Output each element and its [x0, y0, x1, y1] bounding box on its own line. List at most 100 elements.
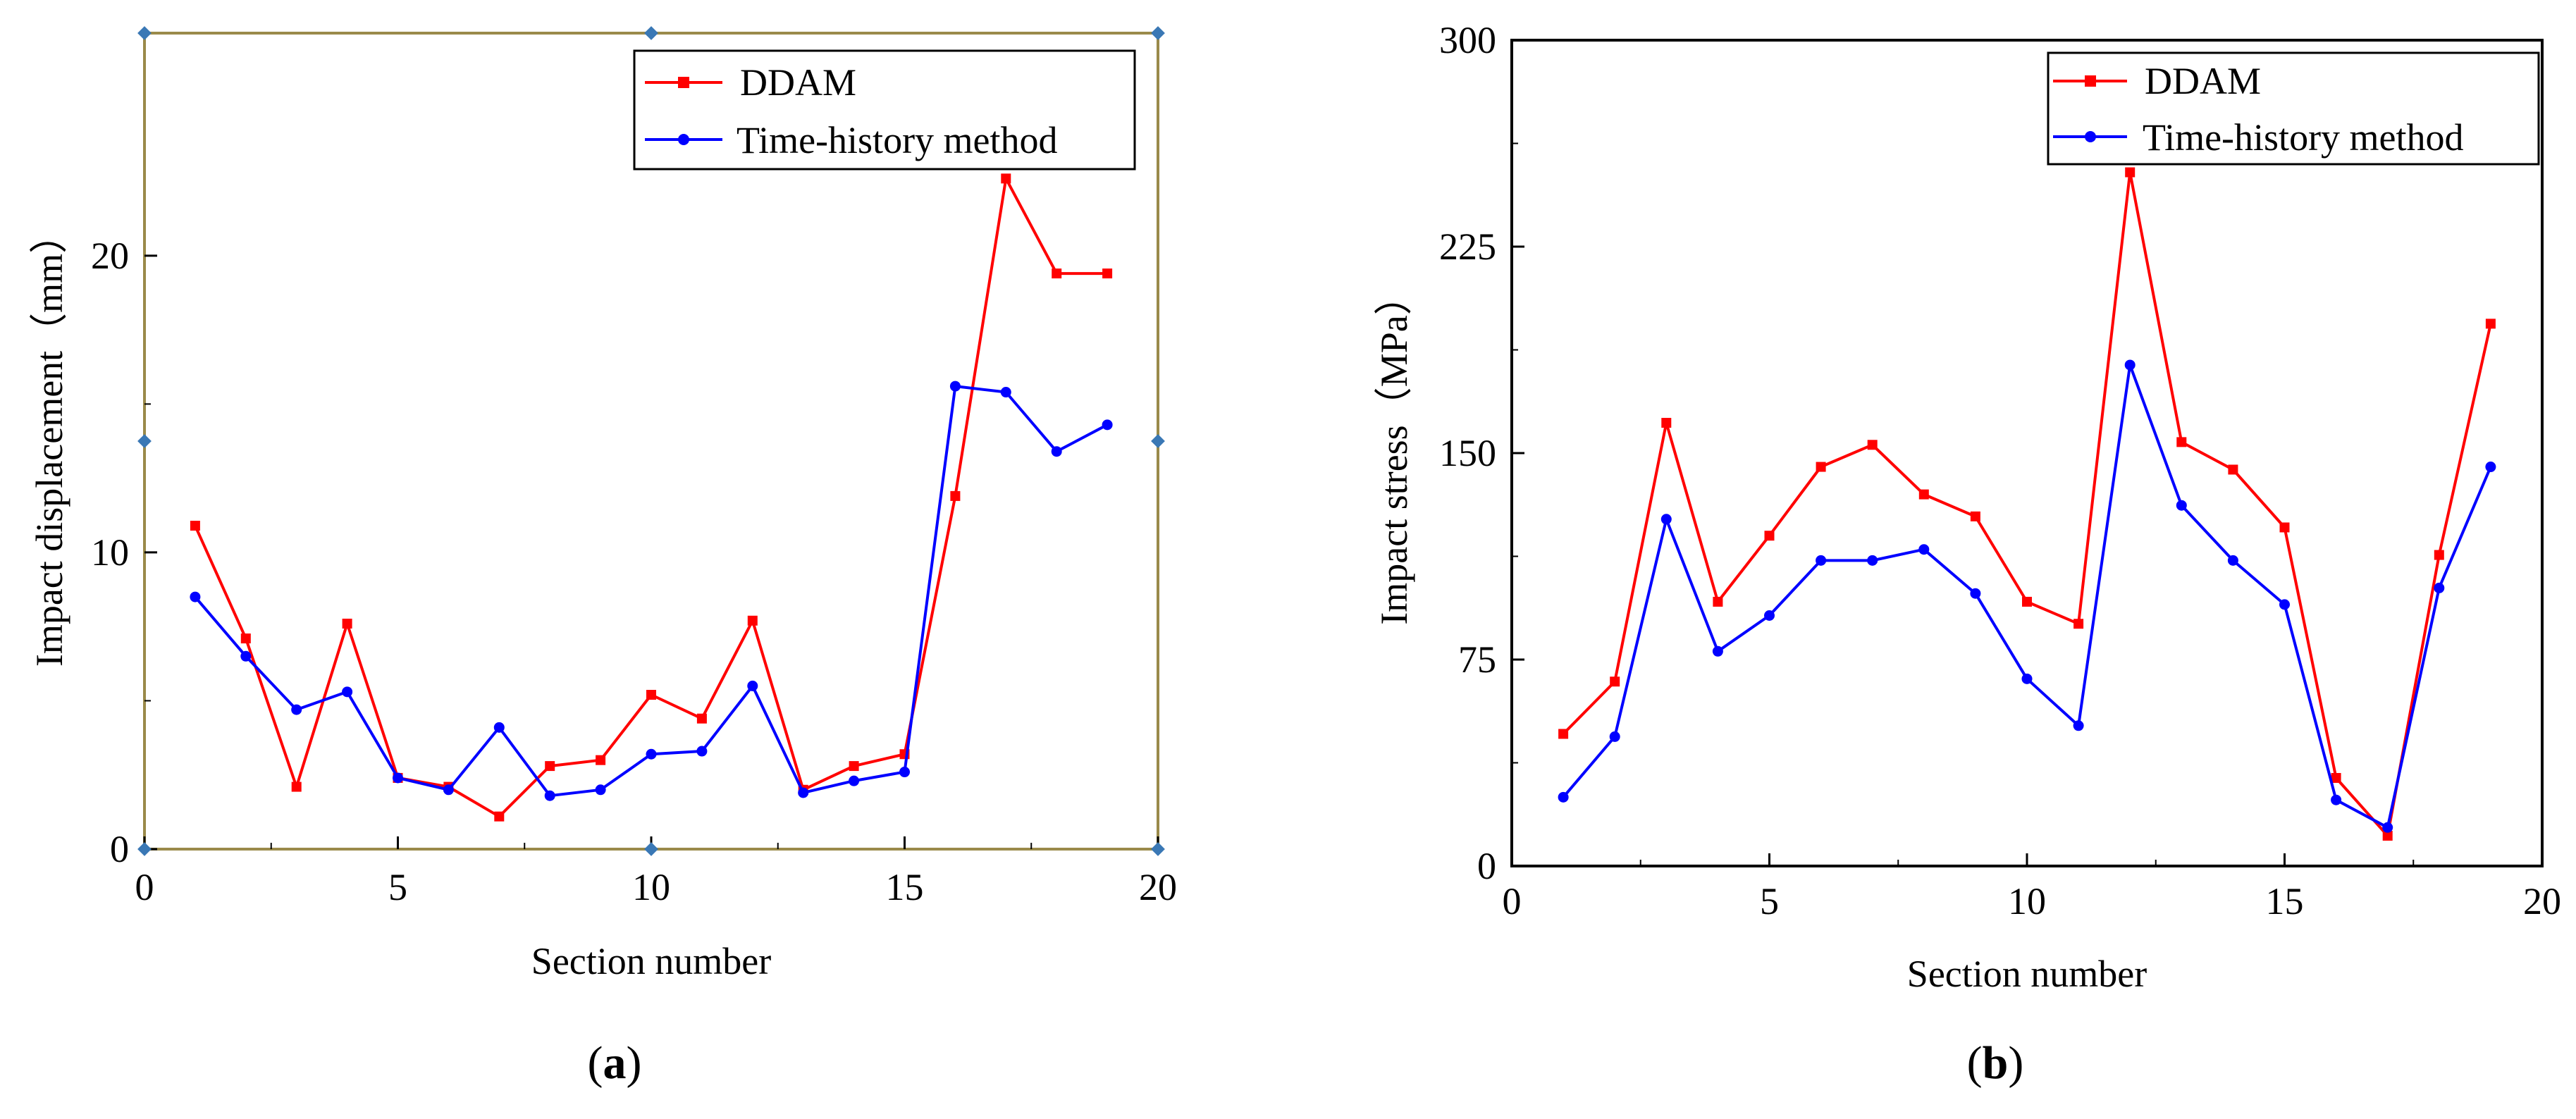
data-point-time-history-method: [1816, 555, 1827, 566]
data-point-ddam: [291, 781, 302, 792]
data-point-time-history-method: [493, 722, 505, 733]
panel-label-b: (b): [1967, 1037, 2024, 1089]
legend-ddam-label-b: DDAM: [2145, 60, 2261, 102]
data-point-ddam: [2382, 831, 2393, 841]
data-point-ddam: [696, 713, 707, 724]
series-time-history-method: [1558, 359, 2496, 833]
frame-handle: [1151, 434, 1165, 448]
data-point-time-history-method: [2176, 500, 2187, 511]
data-point-ddam: [1918, 489, 1929, 500]
data-point-time-history-method: [240, 650, 252, 662]
data-point-time-history-method: [291, 704, 302, 715]
data-point-time-history-method: [1558, 791, 1569, 803]
data-point-time-history-method: [2073, 720, 2084, 731]
data-point-ddam: [1102, 268, 1113, 279]
legend-time-history-label-b: Time-history method: [2143, 116, 2464, 159]
data-point-ddam: [596, 755, 606, 765]
data-point-time-history-method: [2227, 555, 2238, 566]
data-point-ddam: [747, 615, 758, 626]
data-point-time-history-method: [1609, 731, 1620, 742]
y-axis-label-a: Impact displacement（mm）: [28, 216, 70, 667]
data-point-time-history-method: [747, 680, 758, 691]
data-point-ddam: [190, 521, 200, 531]
data-point-time-history-method: [646, 748, 657, 760]
data-point-ddam: [240, 633, 251, 644]
frame-handle: [1151, 842, 1165, 856]
series-line-ddam: [1562, 171, 2492, 837]
data-point-ddam: [2434, 550, 2444, 560]
data-point-time-history-method: [443, 784, 454, 796]
data-point-time-history-method: [949, 381, 961, 392]
data-point-time-history-method: [2331, 794, 2342, 805]
data-point-time-history-method: [899, 767, 910, 778]
data-point-ddam: [2228, 464, 2238, 475]
data-point-time-history-method: [2124, 359, 2136, 371]
y-axis-label-b: Impact stress（MPa）: [1373, 277, 1415, 624]
y-tick-label: 0: [1477, 845, 1496, 887]
series-ddam: [190, 173, 1113, 822]
data-point-time-history-method: [1660, 514, 1672, 525]
y-tick-label: 0: [110, 828, 129, 870]
data-point-time-history-method: [342, 686, 353, 698]
panel-letter-b: b: [1983, 1037, 2009, 1089]
data-point-time-history-method: [1918, 544, 1930, 555]
data-point-ddam: [1001, 173, 1011, 184]
legend-b: DDAM Time-history method: [2047, 51, 2540, 166]
panel-label-a: (a): [588, 1037, 642, 1089]
data-point-ddam: [1867, 440, 1878, 450]
data-point-time-history-method: [595, 784, 606, 796]
data-point-time-history-method: [393, 772, 403, 784]
data-point-time-history-method: [1970, 588, 1981, 599]
data-point-ddam: [1713, 596, 1723, 607]
data-point-time-history-method: [1867, 555, 1878, 566]
series-b: [1558, 167, 2496, 841]
series-line-time-history-method: [194, 385, 1109, 798]
data-point-time-history-method: [1102, 419, 1113, 431]
data-point-time-history-method: [1764, 610, 1775, 621]
y-tick-label: 20: [91, 235, 129, 277]
x-tick-label: 15: [2266, 880, 2304, 922]
data-point-ddam: [2073, 619, 2084, 629]
data-point-ddam: [2279, 522, 2290, 533]
data-point-time-history-method: [1051, 446, 1062, 457]
data-point-ddam: [1970, 511, 1980, 521]
x-tick-label: 20: [1139, 866, 1177, 908]
data-point-time-history-method: [849, 775, 860, 786]
data-point-ddam: [1661, 418, 1672, 428]
frame-handle: [1151, 26, 1165, 40]
x-tick-label: 20: [2523, 880, 2561, 922]
x-tick-label: 10: [2008, 880, 2046, 922]
x-axis-label-a: Section number: [531, 940, 771, 982]
x-tick-label: 15: [886, 866, 924, 908]
y-tick-label: 225: [1439, 225, 1496, 268]
data-point-ddam: [2485, 319, 2496, 329]
data-point-ddam: [2125, 167, 2136, 178]
x-tick-label: 5: [388, 866, 407, 908]
frame-handle: [137, 26, 152, 40]
data-point-ddam: [494, 811, 505, 822]
legend-time-history-label-a: Time-history method: [737, 119, 1058, 161]
series-line-ddam: [194, 177, 1108, 818]
data-point-ddam: [342, 618, 352, 629]
data-point-ddam: [1610, 676, 1620, 687]
y-ticks-b: 0 75 150 225 300: [1439, 19, 1524, 887]
data-point-ddam: [646, 690, 656, 700]
legend-a: DDAM Time-history method: [633, 49, 1136, 171]
data-point-ddam: [1764, 531, 1775, 541]
x-tick-label: 0: [1503, 880, 1522, 922]
x-tick-label: 0: [135, 866, 154, 908]
y-tick-label: 300: [1439, 19, 1496, 61]
data-point-time-history-method: [2434, 582, 2445, 593]
legend-time-history-marker-b: [2085, 131, 2096, 142]
frame-handle: [644, 26, 658, 40]
data-point-time-history-method: [2485, 462, 2496, 473]
y-ticks-a: 0 10 20: [91, 235, 157, 870]
data-point-time-history-method: [2279, 599, 2290, 610]
y-tick-label: 10: [91, 531, 129, 574]
data-point-ddam: [1052, 268, 1062, 279]
data-point-ddam: [2022, 596, 2032, 607]
data-point-time-history-method: [544, 790, 555, 801]
chart-b: 0 75 150 225 300 0 5 10 15 20 Section number Imp…: [1373, 19, 2561, 1089]
data-point-ddam: [950, 490, 961, 501]
data-point-time-history-method: [1000, 387, 1011, 398]
